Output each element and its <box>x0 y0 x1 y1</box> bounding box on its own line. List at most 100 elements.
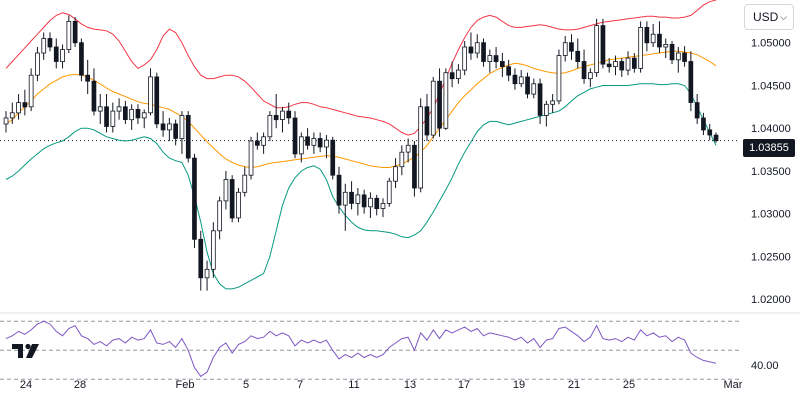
candle-down <box>632 57 637 69</box>
candle-up <box>418 106 424 189</box>
candle-up <box>129 109 134 121</box>
candle-up <box>280 110 285 120</box>
x-tick-label: 17 <box>458 379 470 391</box>
candle-up <box>324 139 329 148</box>
x-tick-label: Mar <box>724 379 743 391</box>
candle-down <box>104 106 109 127</box>
candle-down <box>437 80 442 129</box>
candle-up <box>298 136 304 155</box>
x-tick-label: 21 <box>568 379 580 391</box>
candle-down <box>569 42 574 52</box>
candle-down <box>424 106 430 136</box>
y-tick-label: 1.02000 <box>751 294 791 306</box>
candle-up <box>166 123 172 131</box>
y-tick-label: 1.03500 <box>751 166 791 178</box>
candle-down <box>581 61 587 80</box>
candle-down <box>707 129 713 136</box>
x-tick-label: 13 <box>404 379 416 391</box>
chevron-down-icon: ⌵ <box>780 11 787 22</box>
candle-up <box>594 25 600 74</box>
candle-down <box>713 134 719 142</box>
candle-down <box>468 46 474 54</box>
currency-selector-button[interactable]: USD ⌵ <box>744 4 794 30</box>
candle-up <box>650 33 656 44</box>
candle-up <box>3 117 9 125</box>
candle-down <box>22 102 28 108</box>
candle-down <box>336 174 342 206</box>
candle-down <box>682 52 687 62</box>
candle-up <box>663 44 669 48</box>
candle-up <box>204 268 210 279</box>
candle-up <box>66 20 72 51</box>
candle-up <box>676 52 681 61</box>
y-tick-label: 1.04500 <box>751 80 791 92</box>
candle-down <box>537 83 543 116</box>
currency-label: USD <box>753 10 779 24</box>
x-tick-label: 11 <box>348 379 359 391</box>
rsi-line <box>5 320 717 378</box>
candle-down <box>286 110 292 119</box>
candle-down <box>619 61 625 71</box>
candle-down <box>493 55 499 62</box>
candle-up <box>562 42 568 56</box>
candle-down <box>192 157 197 240</box>
y-tick-label: 1.05000 <box>751 38 791 50</box>
candle-down <box>349 191 354 204</box>
candle-up <box>355 194 361 204</box>
candle-down <box>575 50 581 62</box>
candle-down <box>305 136 310 146</box>
candle-up <box>116 106 122 112</box>
candle-down <box>330 139 336 176</box>
candle-up <box>28 74 34 108</box>
candle-up <box>550 100 556 105</box>
candle-up <box>531 83 537 95</box>
candle-down <box>53 46 59 62</box>
candle-down <box>506 66 512 76</box>
candle-up <box>242 174 248 193</box>
candle-up <box>141 112 147 119</box>
candle-down <box>198 238 204 279</box>
candle-up <box>430 80 436 136</box>
rsi-tick-label: 40.00 <box>751 360 779 372</box>
candle-down <box>644 26 650 44</box>
x-tick-label: 24 <box>20 379 32 391</box>
candle-up <box>9 112 15 119</box>
candle-up <box>399 151 405 168</box>
candle-down <box>525 76 530 95</box>
candle-up <box>613 61 618 67</box>
candle-up <box>462 46 468 71</box>
candle-up <box>386 180 392 204</box>
x-tick-label: 7 <box>297 379 303 391</box>
candle-up <box>41 38 47 54</box>
candle-down <box>657 33 662 48</box>
candle-up <box>223 179 229 202</box>
candle-down <box>85 74 90 82</box>
candle-down <box>173 123 178 139</box>
candle-up <box>556 55 562 102</box>
candle-down <box>135 109 141 119</box>
candle-down <box>185 115 191 159</box>
candle-down <box>374 197 380 210</box>
candle-up <box>311 138 317 146</box>
candle-up <box>474 42 480 54</box>
candle-down <box>701 117 706 131</box>
candle-up <box>97 106 103 112</box>
candle-down <box>688 61 694 103</box>
candle-down <box>292 117 298 155</box>
tradingview-logo[interactable] <box>10 340 44 360</box>
y-tick-label: 1.03000 <box>751 209 791 221</box>
candle-down <box>600 25 606 65</box>
candle-up <box>217 200 222 232</box>
candle-down <box>481 42 486 62</box>
candle-down <box>47 38 53 48</box>
x-tick-label: 25 <box>623 379 635 391</box>
candle-up <box>16 102 21 114</box>
bollinger-upper-line <box>5 0 717 136</box>
candle-down <box>273 115 279 121</box>
candle-down <box>512 74 518 85</box>
x-tick-label: Feb <box>176 379 195 391</box>
y-tick-label: 1.04000 <box>751 123 791 135</box>
candle-down <box>606 63 612 68</box>
